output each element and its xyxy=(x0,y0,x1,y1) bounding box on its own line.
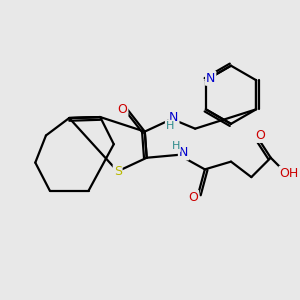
Text: O: O xyxy=(255,129,265,142)
Text: O: O xyxy=(118,103,128,116)
Text: O: O xyxy=(188,191,198,204)
Text: H: H xyxy=(166,121,174,131)
Text: H: H xyxy=(172,141,180,151)
Text: N: N xyxy=(169,111,178,124)
Text: OH: OH xyxy=(280,167,299,180)
Text: N: N xyxy=(206,72,215,85)
Text: S: S xyxy=(114,165,122,178)
Text: N: N xyxy=(179,146,188,159)
